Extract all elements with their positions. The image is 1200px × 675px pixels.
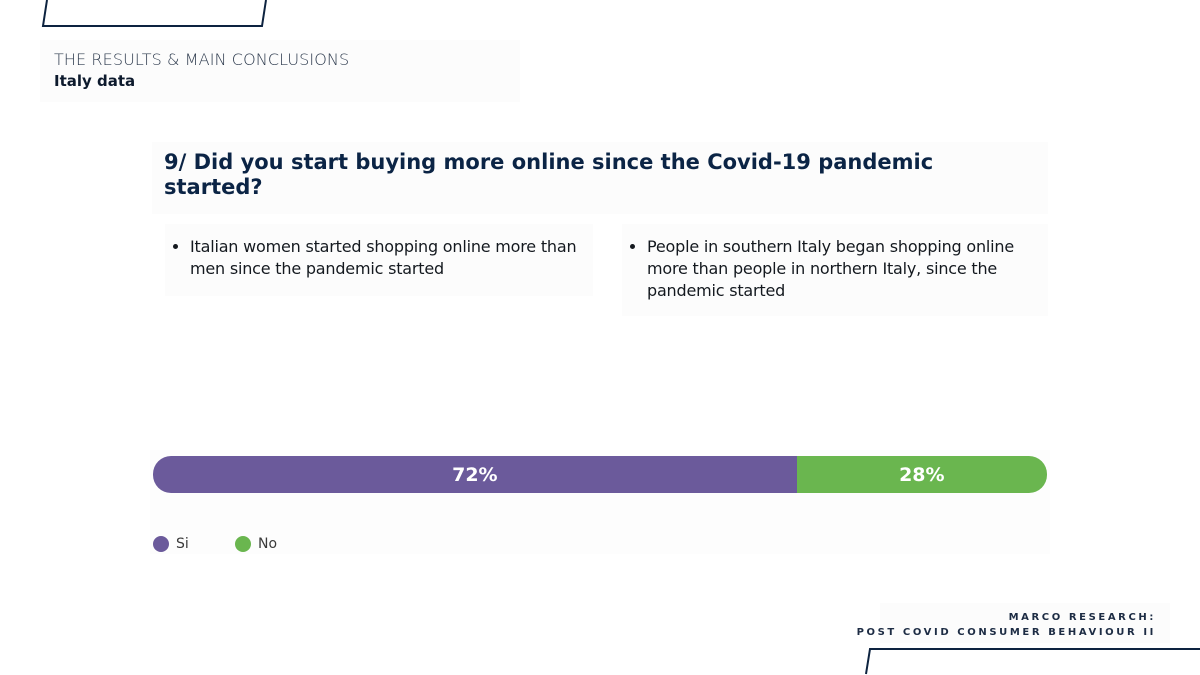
bar-segment-si: 72% [153, 456, 797, 493]
bar-data-label-si: 72% [452, 463, 498, 486]
corner-bracket-top-left [41, 0, 267, 27]
bullet-list-left: Italian women started shopping online mo… [165, 224, 593, 280]
bullet-list-right: People in southern Italy began shopping … [622, 224, 1048, 302]
legend-item-si: Si [153, 536, 235, 552]
footer-brand: MARCO RESEARCH: [1008, 612, 1156, 623]
legend-swatch-no [235, 536, 251, 552]
legend-item-no: No [235, 536, 317, 552]
legend-label-no: No [258, 536, 278, 552]
bullet-item-south: People in southern Italy began shopping … [647, 236, 1048, 302]
header-panel [40, 40, 520, 102]
bullet-panel-right: People in southern Italy began shopping … [622, 224, 1048, 316]
bar-segment-no: 28% [796, 456, 1047, 493]
footer-panel [880, 603, 1170, 643]
bar-data-label-no: 28% [899, 463, 945, 486]
question-panel [152, 142, 1048, 214]
legend-swatch-si [153, 536, 169, 552]
bullet-item-women: Italian women started shopping online mo… [190, 236, 593, 280]
section-title: THE RESULTS & MAIN CONCLUSIONS [54, 50, 350, 69]
footer-report-title: POST COVID CONSUMER BEHAVIOUR II [856, 627, 1156, 638]
subsection-title: Italy data [54, 72, 136, 90]
stacked-bar: 72% 28% [153, 456, 1047, 493]
bullet-panel-left: Italian women started shopping online mo… [165, 224, 593, 296]
chart-legend: Si No [153, 536, 317, 552]
question-heading: 9/ Did you start buying more online sinc… [164, 150, 934, 199]
legend-label-si: Si [176, 536, 189, 552]
corner-bracket-bottom-right [865, 648, 1200, 675]
